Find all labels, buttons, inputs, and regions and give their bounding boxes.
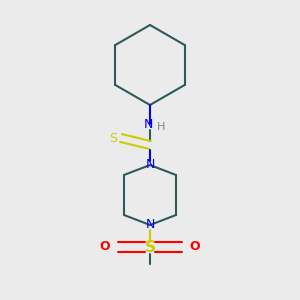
Text: O: O [100,241,110,254]
Text: S: S [109,131,117,145]
Text: O: O [190,241,200,254]
Text: S: S [145,239,155,254]
Text: N: N [145,218,155,232]
Text: N: N [145,158,155,172]
Text: H: H [157,122,165,132]
Text: N: N [143,118,153,130]
